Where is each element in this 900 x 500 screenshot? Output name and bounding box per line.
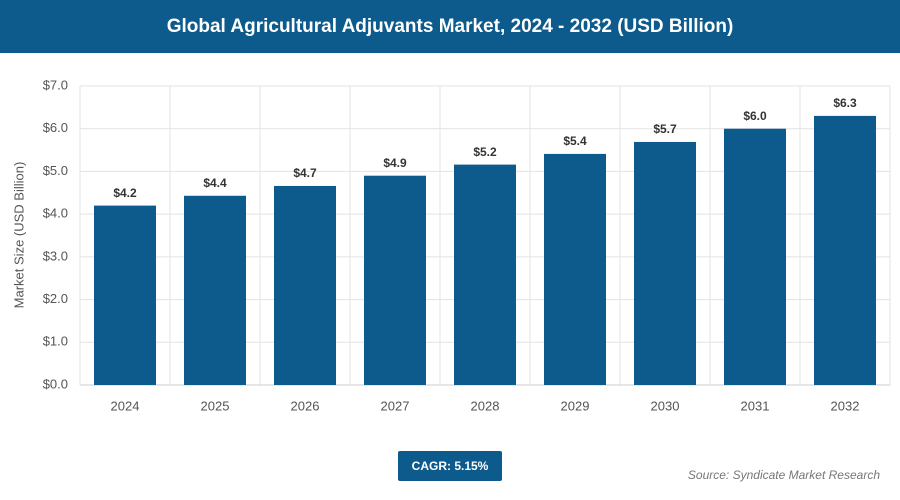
bar: [454, 164, 516, 385]
bar: [94, 205, 156, 385]
x-tick-label: 2027: [381, 398, 410, 413]
bar: [724, 128, 786, 385]
y-axis-label: Market Size (USD Billion): [11, 162, 26, 309]
value-label: $4.2: [113, 186, 137, 200]
x-tick-label: 2031: [741, 398, 770, 413]
x-tick-label: 2025: [201, 398, 230, 413]
y-tick-label: $6.0: [43, 120, 68, 135]
value-label: $6.0: [743, 109, 767, 123]
source-note: Source: Syndicate Market Research: [687, 468, 880, 482]
y-tick-label: $5.0: [43, 163, 68, 178]
x-tick-label: 2029: [561, 398, 590, 413]
bar: [544, 153, 606, 385]
x-tick-label: 2032: [831, 398, 860, 413]
value-label: $5.4: [563, 134, 587, 148]
cagr-badge: CAGR: 5.15%: [398, 451, 502, 481]
y-tick-label: $0.0: [43, 376, 68, 391]
bar: [634, 141, 696, 385]
value-label: $4.9: [383, 156, 407, 170]
value-label: $5.7: [653, 122, 677, 136]
y-tick-label: $2.0: [43, 291, 68, 306]
chart-title: Global Agricultural Adjuvants Market, 20…: [0, 0, 900, 53]
x-tick-label: 2028: [471, 398, 500, 413]
y-tick-label: $1.0: [43, 334, 68, 349]
bar: [184, 195, 246, 385]
y-tick-label: $3.0: [43, 248, 68, 263]
value-label: $6.3: [833, 96, 857, 110]
x-tick-label: 2030: [651, 398, 680, 413]
y-tick-label: $4.0: [43, 206, 68, 221]
y-tick-label: $7.0: [43, 77, 68, 92]
value-label: $4.4: [203, 176, 227, 190]
bar: [274, 185, 336, 385]
value-label: $4.7: [293, 166, 317, 180]
x-tick-label: 2026: [291, 398, 320, 413]
bar: [814, 115, 876, 386]
x-tick-label: 2024: [111, 398, 140, 413]
value-label: $5.2: [473, 145, 497, 159]
bar: [364, 175, 426, 385]
